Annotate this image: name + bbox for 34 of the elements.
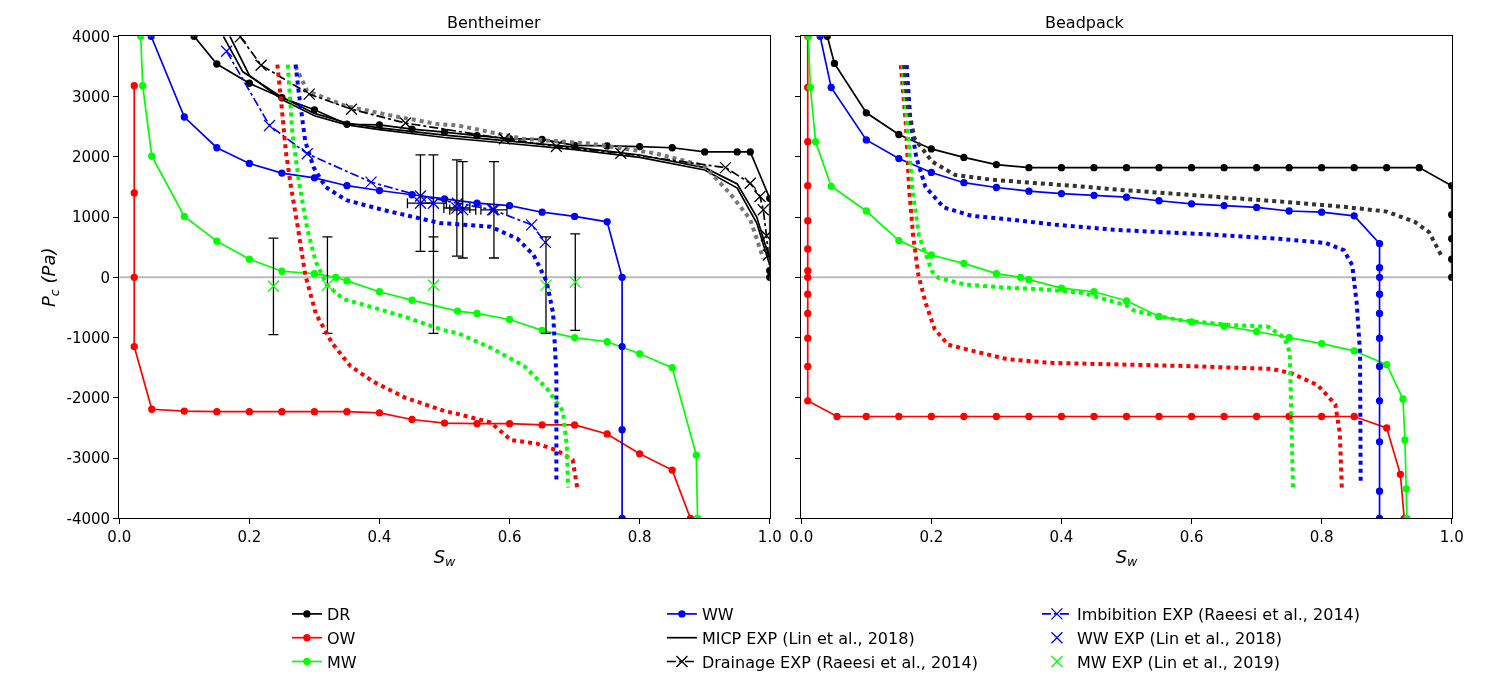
- x-tick-label: 0.0: [789, 528, 814, 547]
- x-axis-title: S$_{w}$: [433, 545, 457, 570]
- x-tick-label: 1.0: [1439, 528, 1464, 547]
- y-tick-label: -3000: [66, 449, 111, 468]
- chart-title: Bentheimer: [447, 13, 542, 32]
- x-tick-label: 0.4: [367, 528, 392, 547]
- y-tick-label: -1000: [66, 328, 111, 347]
- legend-label: MW EXP (Lin et al., 2019): [1076, 652, 1280, 672]
- legend-label: DR: [326, 605, 351, 625]
- x-tick-label: 1.0: [757, 528, 782, 547]
- x-tick-label: 0.0: [107, 528, 132, 547]
- y-tick-label: 0: [100, 268, 111, 287]
- x-tick-label: 0.8: [1309, 528, 1334, 547]
- y-tick-label: 2000: [71, 148, 111, 167]
- chart-title: Beadpack: [1045, 13, 1125, 32]
- y-tick-label: -2000: [66, 389, 111, 408]
- y-tick-label: 3000: [71, 87, 111, 106]
- legend-label: Drainage EXP (Raeesi et al., 2014): [701, 652, 978, 672]
- legend-label: OW: [326, 628, 356, 648]
- y-tick-label: 4000: [71, 27, 111, 46]
- legend-label: WW: [701, 605, 734, 625]
- legend-label: Imbibition EXP (Raeesi et al., 2014): [1076, 605, 1360, 625]
- x-tick-label: 0.2: [237, 528, 262, 547]
- y-tick-label: 1000: [71, 208, 111, 227]
- x-axis-title: S$_{w}$: [1115, 545, 1139, 570]
- x-tick-label: 0.2: [919, 528, 944, 547]
- x-tick-label: 0.6: [497, 528, 522, 547]
- legend-label: MICP EXP (Lin et al., 2018): [701, 628, 915, 648]
- x-tick-label: 0.6: [1179, 528, 1204, 547]
- legend-label: WW EXP (Lin et al., 2018): [1076, 628, 1282, 648]
- legend-label: MW: [326, 652, 357, 672]
- x-tick-label: 0.8: [627, 528, 652, 547]
- y-tick-label: -4000: [66, 509, 111, 528]
- x-tick-label: 0.4: [1049, 528, 1074, 547]
